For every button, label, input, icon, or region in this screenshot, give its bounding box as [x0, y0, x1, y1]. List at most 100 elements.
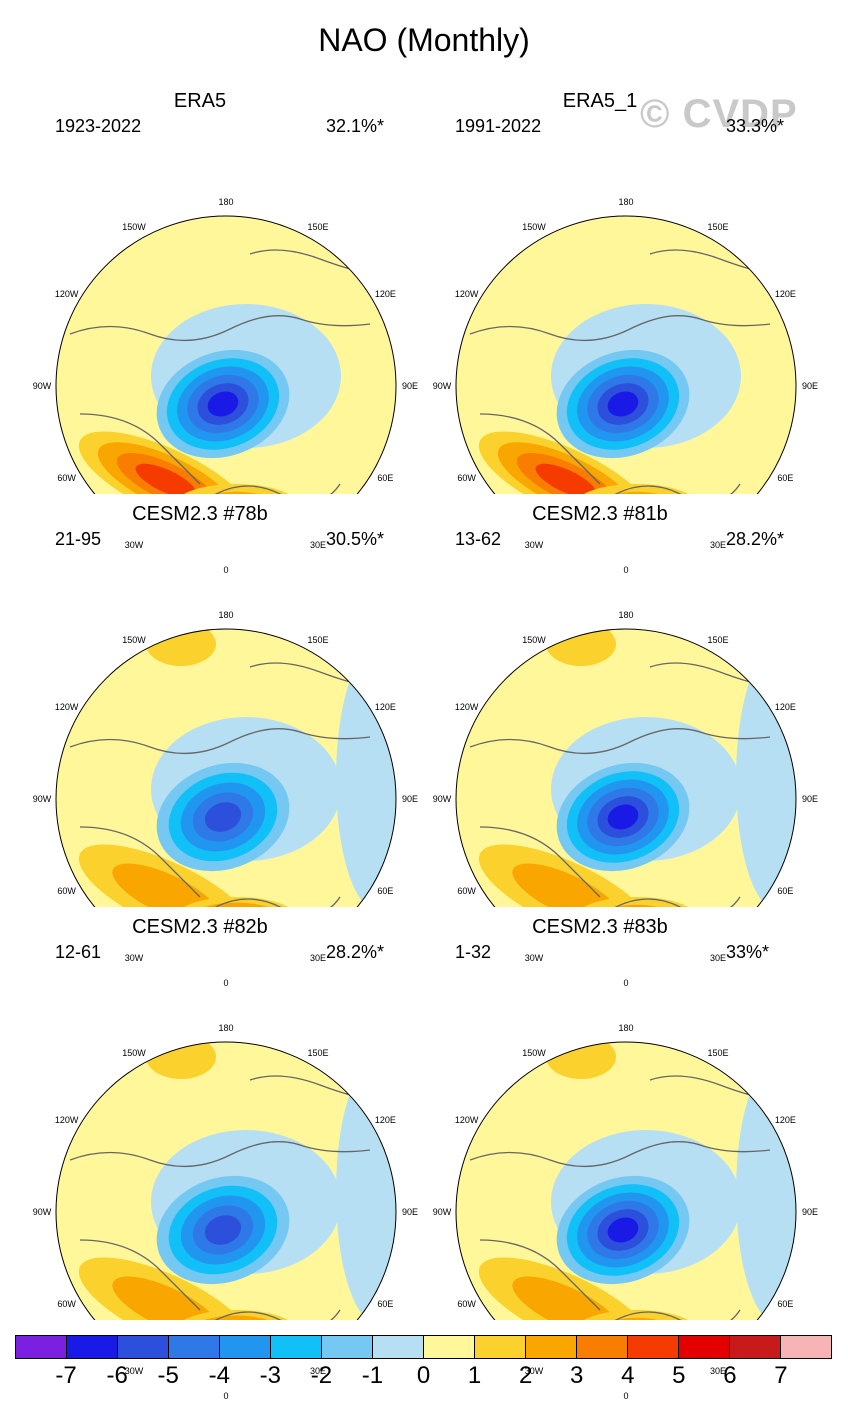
longitude-label: 60E	[777, 1299, 794, 1309]
contour-negative-outer	[336, 1062, 396, 1320]
longitude-label: 150W	[122, 634, 146, 645]
panel-variance-explained: 28.2%*	[326, 942, 385, 962]
colorbar-swatch	[627, 1335, 678, 1359]
panel-title: ERA5_1	[562, 90, 638, 112]
longitude-label: 150W	[522, 1047, 546, 1058]
longitude-label: 180	[618, 610, 634, 620]
panel-period: 1991-2022	[455, 116, 542, 136]
colorbar-swatch	[372, 1335, 423, 1359]
colorbar-tick-label: -4	[208, 1362, 230, 1389]
longitude-label: 30W	[524, 540, 544, 551]
longitude-label: 150E	[307, 634, 329, 645]
colorbar-tick-label: -5	[157, 1362, 179, 1389]
longitude-label: 180	[218, 610, 234, 620]
contour-negative-level	[204, 1215, 242, 1245]
figure-title: NAO (Monthly)	[318, 22, 530, 58]
contour-positive-atlantic	[112, 863, 220, 907]
map-panel: ERA5 1923-2022 32.1%* 180 150E 120E 90E 60E 30E 0…	[0, 84, 424, 575]
polar-map	[455, 628, 797, 907]
longitude-label: 30W	[524, 1366, 544, 1377]
panel-title: CESM2.3 #83b	[532, 916, 668, 938]
map-panel: ERA5_1 1991-2022 33.3%* 180 150E 120E 90E 60E 30…	[400, 84, 824, 575]
coastlines	[69, 249, 381, 494]
colorbar-tick-label: 6	[723, 1362, 737, 1389]
colorbar-swatch	[66, 1335, 117, 1359]
colorbar-swatch	[117, 1335, 168, 1359]
colorbar-ticks: -7 -6 -5 -4 -3 -2 -1 0 1 2 3 4 5 6 7	[15, 1362, 832, 1392]
panel-period: 13-62	[455, 529, 502, 549]
longitude-label: 150E	[307, 221, 329, 232]
panel-variance-explained: 33%*	[726, 942, 770, 962]
longitude-label: 90E	[401, 794, 419, 804]
longitude-label: 90E	[801, 1207, 819, 1217]
longitude-label: 30E	[309, 1366, 327, 1377]
longitude-label: 150W	[522, 634, 546, 645]
panel-title: CESM2.3 #78b	[132, 503, 268, 525]
longitude-label: 120E	[374, 1115, 396, 1125]
panel-period: 21-95	[55, 529, 102, 549]
longitude-label: 30E	[709, 953, 727, 964]
longitude-label: 150E	[307, 1047, 329, 1058]
panel-title: ERA5	[173, 90, 227, 112]
contour-negative-outer	[736, 649, 796, 907]
longitude-label: 120W	[54, 702, 79, 712]
colorbar-tick-label: -7	[55, 1362, 77, 1389]
longitude-label: 60W	[457, 886, 476, 896]
contour-negative-level	[607, 804, 639, 830]
colorbar-tick-label: -1	[361, 1362, 384, 1389]
polar-map	[55, 215, 397, 494]
longitude-label: 60W	[57, 1299, 76, 1309]
longitude-label: 90W	[32, 1207, 52, 1217]
map-panel: CESM2.3 #81b 13-62 28.2%* 180 150E 120E 90E 60E…	[400, 497, 824, 988]
longitude-label: 60W	[57, 473, 76, 483]
polar-map	[455, 215, 797, 494]
longitude-label: 0	[623, 978, 629, 988]
colorbar-swatch	[219, 1335, 270, 1359]
longitude-label: 60E	[777, 473, 794, 483]
coastlines	[469, 1075, 781, 1320]
longitude-label: 150W	[122, 221, 146, 232]
longitude-label: 180	[218, 1023, 234, 1033]
panel-variance-explained: 28.2%*	[726, 529, 785, 549]
colorbar-swatch	[576, 1335, 627, 1359]
longitude-label: 180	[218, 197, 234, 207]
contour-negative-level	[607, 391, 639, 417]
colorbar-tick-label: 1	[467, 1362, 482, 1389]
colorbar-tick-label: 2	[518, 1362, 533, 1389]
panel-period: 1-32	[455, 942, 492, 962]
panel-period: 12-61	[55, 942, 102, 962]
longitude-label: 60E	[377, 886, 394, 896]
longitude-label: 30E	[309, 540, 327, 551]
longitude-label: 120E	[374, 289, 396, 299]
longitude-label: 0	[623, 565, 629, 575]
longitude-label: 90E	[801, 794, 819, 804]
longitude-label: 120W	[454, 702, 479, 712]
map-boundary	[455, 628, 797, 907]
longitude-label: 90W	[32, 794, 52, 804]
longitude-label: 120W	[54, 1115, 79, 1125]
colorbar-tick-label: 4	[621, 1362, 635, 1389]
colorbar-swatch	[780, 1335, 832, 1359]
contour-negative-outer	[336, 649, 396, 907]
longitude-label: 150E	[707, 1047, 729, 1058]
longitude-label: 180	[618, 1023, 634, 1033]
longitude-label: 0	[223, 565, 229, 575]
longitude-label: 180	[618, 197, 634, 207]
longitude-label: 120E	[374, 702, 396, 712]
longitude-label: 120E	[774, 289, 796, 299]
map-boundary	[55, 215, 397, 494]
colorbar-swatch	[270, 1335, 321, 1359]
longitude-label: 30E	[709, 1366, 727, 1377]
longitude-label: 60E	[777, 886, 794, 896]
colorbar-swatch	[168, 1335, 219, 1359]
panel-variance-explained: 30.5%*	[326, 529, 385, 549]
longitude-label: 150E	[707, 634, 729, 645]
longitude-label: 120E	[774, 702, 796, 712]
contour-positive-atlantic	[512, 863, 620, 907]
map-panel: CESM2.3 #82b 12-61 28.2%* 180 150E 120E 90E 60E…	[0, 910, 424, 1401]
longitude-label: 0	[223, 978, 229, 988]
colorbar-tick-label: 5	[672, 1362, 686, 1389]
longitude-label: 30W	[124, 1366, 144, 1377]
coastlines	[469, 249, 781, 494]
map-boundary	[455, 1041, 797, 1320]
